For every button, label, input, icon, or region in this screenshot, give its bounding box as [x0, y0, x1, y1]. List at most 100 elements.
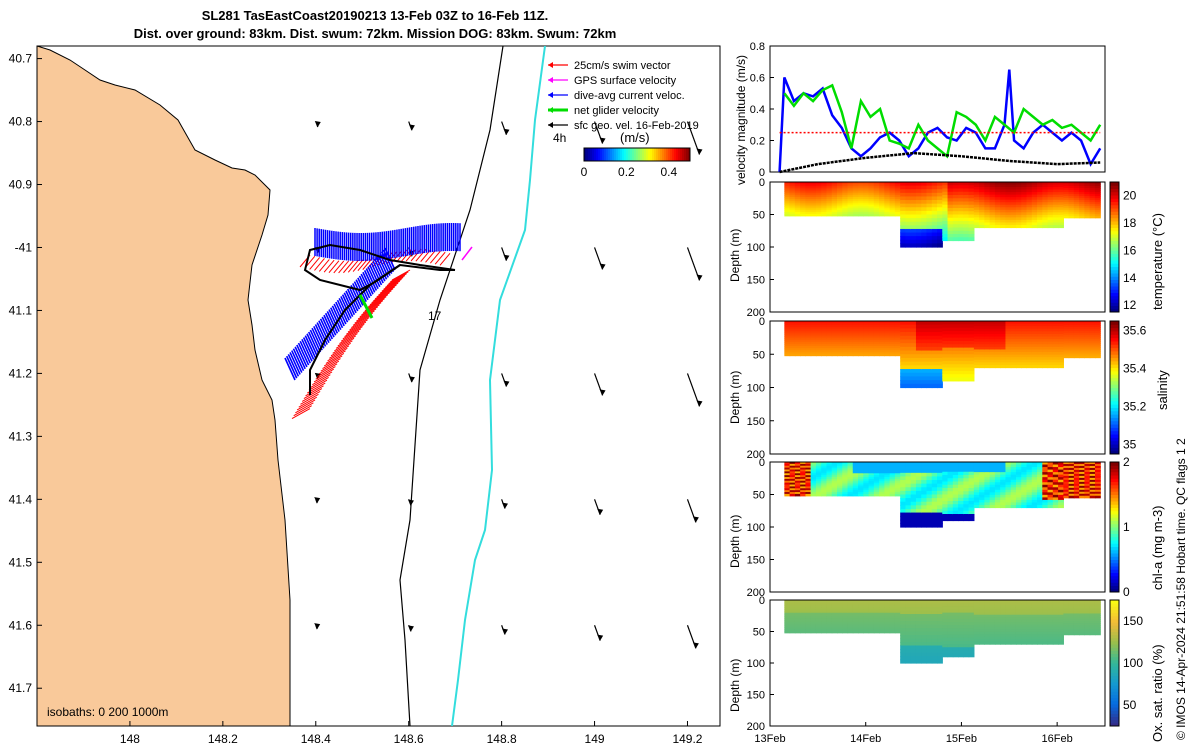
heatmap-cell	[1042, 472, 1049, 476]
heatmap-cell	[968, 494, 975, 499]
heatmap-cell	[931, 343, 938, 348]
heatmap-cell	[1000, 217, 1007, 221]
heatmap-cell	[1005, 609, 1012, 613]
heatmap-cell	[1052, 467, 1059, 471]
heatmap-cell	[810, 200, 817, 204]
heatmap-cell	[873, 340, 880, 343]
heatmap-cell	[1047, 467, 1054, 471]
heatmap-cell	[1000, 182, 1007, 186]
heatmap-colorbar-tick-label: 35.4	[1123, 362, 1147, 376]
heatmap-cell	[963, 637, 970, 642]
heatmap-cell	[852, 336, 859, 339]
heatmap-cell	[926, 523, 933, 528]
swim-vector	[344, 326, 363, 337]
heatmap-cell	[1058, 212, 1064, 216]
heatmap-colorbar-cell	[1110, 713, 1119, 718]
heatmap-cell	[989, 462, 996, 466]
swim-vector	[291, 408, 311, 420]
heatmap-cell	[831, 620, 838, 623]
heatmap-cell	[889, 191, 896, 194]
heatmap-cell	[879, 342, 885, 345]
heatmap-cell	[931, 218, 938, 223]
heatmap-cell	[1037, 224, 1043, 229]
map-ytick-label: 41.4	[9, 492, 33, 506]
heatmap-cell	[873, 198, 880, 202]
heatmap-cell	[873, 326, 880, 330]
heatmap-cell	[800, 471, 807, 474]
heatmap-cell	[947, 647, 954, 651]
heatmap-cell	[958, 334, 964, 339]
heatmap-cell	[926, 462, 933, 467]
heatmap-cell	[952, 217, 959, 222]
heatmap-cell	[1010, 224, 1017, 229]
heatmap-cell	[937, 465, 943, 470]
heatmap-cell	[968, 653, 975, 658]
heatmap-cell	[1052, 344, 1059, 348]
heatmap-cell	[963, 374, 970, 379]
heatmap-cell	[863, 332, 870, 336]
heatmap-cell	[910, 642, 917, 647]
heatmap-cell	[805, 618, 812, 621]
heatmap-cell	[1015, 626, 1022, 630]
heatmap-cell	[842, 477, 849, 480]
heatmap-cell	[952, 182, 959, 186]
heatmap-cell	[1084, 197, 1091, 201]
heatmap-cell	[905, 607, 912, 612]
heatmap-cell	[947, 224, 954, 229]
heatmap-colorbar-cell	[1110, 344, 1119, 349]
heatmap-cell	[1063, 623, 1070, 626]
heatmap-cell	[1026, 217, 1033, 221]
heatmap-cell	[921, 350, 928, 355]
heatmap-cell	[1052, 474, 1059, 478]
heatmap-cell	[931, 656, 938, 661]
swim-vector	[310, 377, 329, 388]
heatmap-cell	[1005, 197, 1012, 201]
heatmap-colorbar-cell	[1110, 380, 1119, 385]
heatmap-cell	[800, 338, 807, 341]
heatmap-cell	[789, 605, 796, 608]
heatmap-cell	[868, 600, 875, 603]
heatmap-cell	[1047, 487, 1054, 491]
heatmap-cell	[952, 340, 959, 345]
heatmap-cell	[968, 650, 975, 655]
heatmap-cell	[852, 627, 859, 630]
heatmap-cell	[1000, 202, 1007, 206]
heatmap-cell	[1037, 209, 1043, 213]
heatmap-cell	[847, 198, 854, 202]
heatmap-cell	[931, 221, 938, 226]
heatmap-cell	[1094, 203, 1101, 207]
heatmap-cell	[810, 338, 817, 341]
heatmap-cell	[1015, 477, 1022, 481]
heatmap-cell	[1073, 619, 1080, 622]
heatmap-cell	[947, 475, 954, 479]
heatmap-cell	[1026, 202, 1033, 206]
heatmap-cell	[794, 193, 801, 196]
heatmap-cell	[784, 344, 791, 347]
heatmap-cell	[1094, 465, 1101, 469]
heatmap-cell	[1026, 492, 1033, 496]
heatmap-cell	[858, 328, 864, 332]
heatmap-cell	[963, 195, 970, 199]
heatmap-cell	[1089, 485, 1096, 489]
heatmap-colorbar-cell	[1110, 201, 1119, 206]
heatmap-cell	[910, 476, 917, 481]
heatmap-colorbar-cell	[1110, 703, 1119, 708]
heatmap-cell	[1052, 464, 1059, 468]
heatmap-cell	[1058, 487, 1064, 491]
heatmap-cell	[1021, 634, 1028, 638]
heatmap-cell	[1047, 224, 1054, 229]
heatmap-cell	[800, 195, 807, 198]
heatmap-cell	[910, 203, 917, 208]
heatmap-cell	[1005, 328, 1012, 332]
heatmap-colorbar-cell	[1110, 675, 1119, 680]
heatmap-cell	[826, 340, 833, 343]
heatmap-colorbar-cell	[1110, 656, 1119, 661]
heatmap-cell	[1005, 489, 1012, 493]
heatmap-cell	[905, 372, 912, 378]
heatmap-cell	[789, 351, 796, 355]
heatmap-cell	[1026, 484, 1033, 488]
heatmap-cell	[1089, 211, 1096, 215]
heatmap-cell	[1021, 349, 1028, 353]
heatmap-cell	[942, 204, 949, 209]
heatmap-cell	[1037, 349, 1043, 353]
